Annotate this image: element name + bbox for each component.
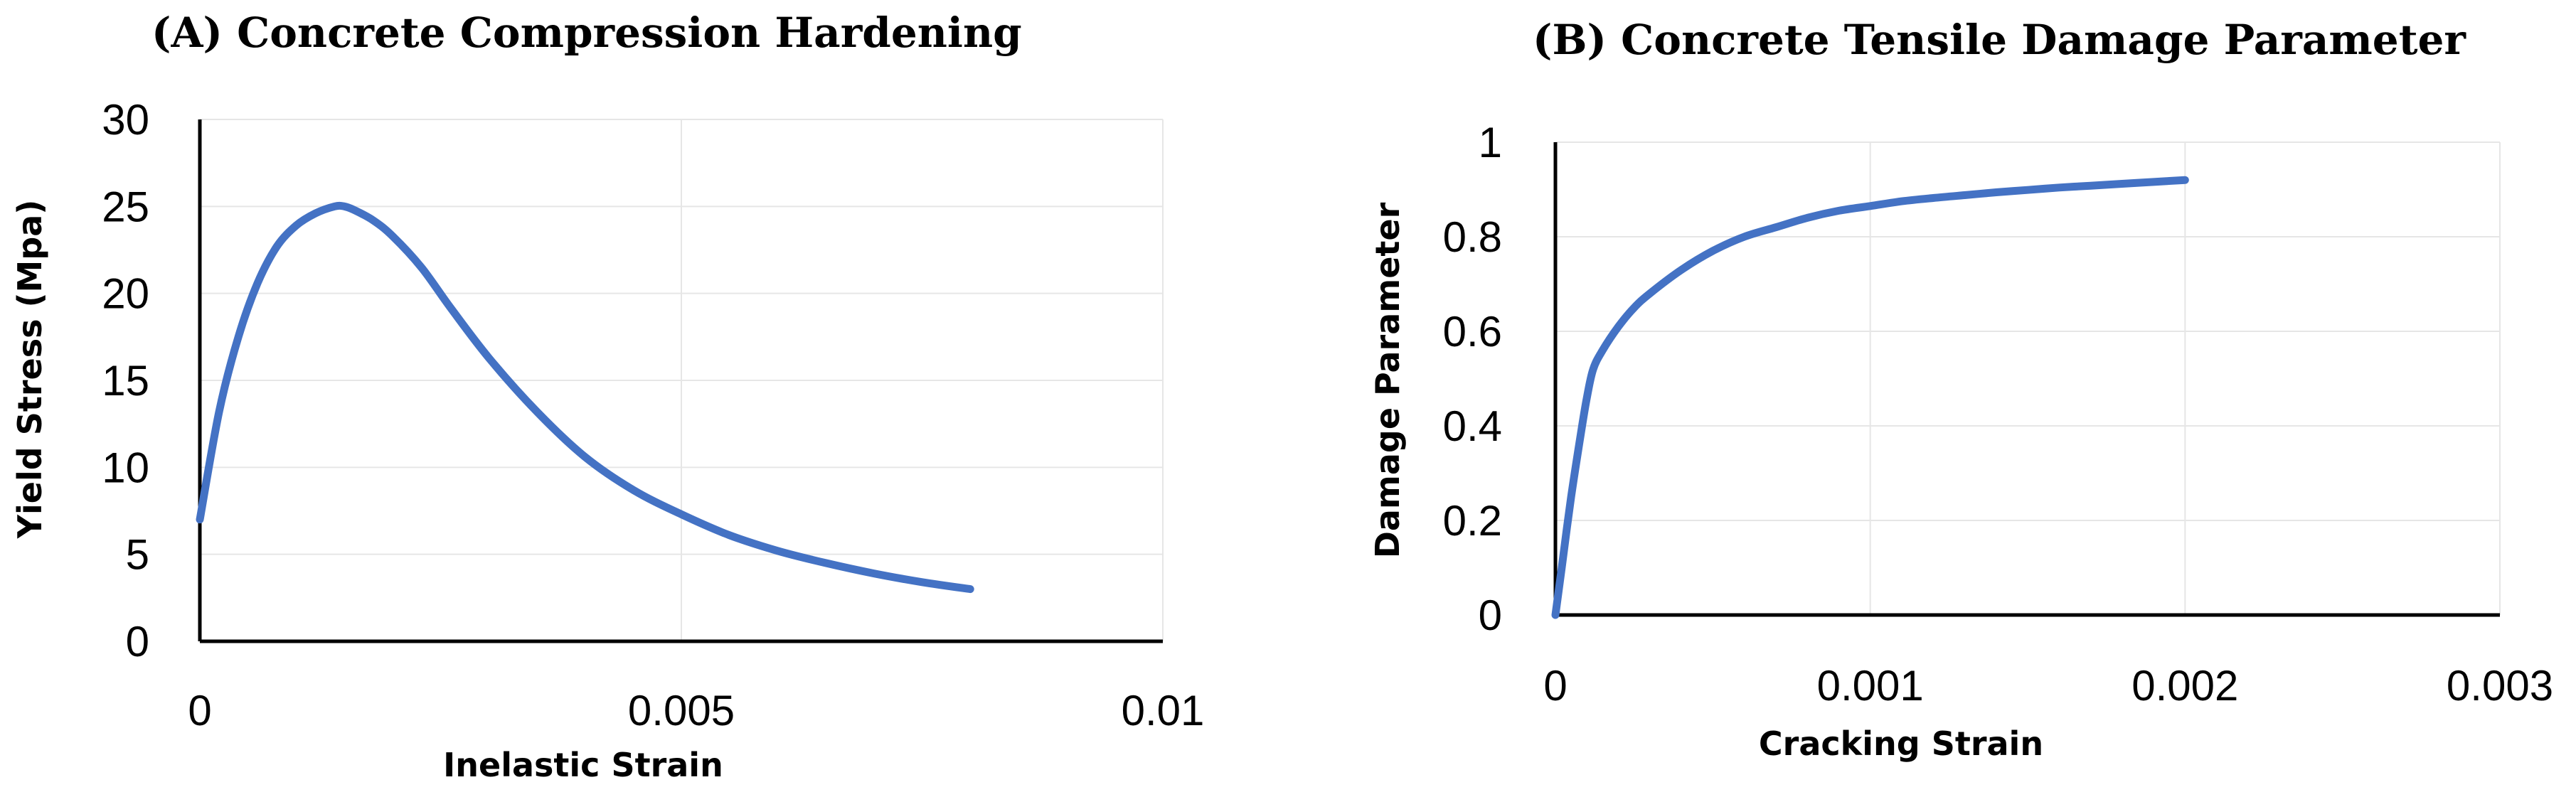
chart-b-axes: [1553, 142, 2500, 617]
chart-b-y-tick-label: 0.6: [1443, 308, 1502, 355]
chart-b-x-tick-label: 0.003: [2447, 662, 2553, 710]
chart-b-title: (B) Concrete Tensile Damage Parameter: [1533, 16, 2466, 64]
chart-a-y-tick-label: 0: [126, 618, 149, 665]
chart-a-x-axis-title: Inelastic Strain: [443, 746, 723, 784]
chart-b-y-tick-label: 0.4: [1443, 402, 1502, 450]
chart-a-y-tick-label: 20: [102, 270, 149, 318]
chart-b-x-tick-label: 0.001: [1817, 662, 1924, 710]
chart-a: (A) Concrete Compression Hardening 0 0.00…: [11, 9, 1204, 784]
chart-a-y-axis-title: Yield Stress (Mpa): [11, 200, 49, 540]
chart-a-x-tick-label: 0.005: [628, 687, 735, 734]
chart-a-x-tick-label: 0: [188, 687, 211, 734]
chart-b-y-tick-label: 0.2: [1443, 497, 1502, 545]
chart-a-series-line: [196, 201, 974, 594]
chart-b-x-tick-label: 0: [1543, 662, 1567, 710]
chart-b-grid: [1555, 141, 2501, 615]
chart-b-series: [1551, 176, 2189, 619]
chart-a-y-tick-label: 30: [102, 96, 149, 144]
chart-a-y-tick-label: 5: [126, 531, 149, 579]
chart-b-ticks: 0 0.001 0.002 0.003 0 0.2 0.4 0.6 0.8 1: [1443, 119, 2554, 710]
chart-b-y-tick-label: 1: [1479, 119, 1502, 166]
chart-b-y-axis-title: Damage Parameter: [1368, 202, 1407, 558]
chart-a-axes: [198, 119, 1163, 643]
chart-b-x-tick-label: 0.002: [2131, 662, 2238, 710]
chart-b-x-axis-title: Cracking Strain: [1759, 724, 2043, 763]
chart-a-grid: [200, 119, 1164, 641]
chart-a-x-tick-label: 0.01: [1122, 687, 1205, 734]
chart-a-y-tick-label: 25: [102, 183, 149, 230]
chart-b-series-line: [1551, 176, 2189, 619]
chart-a-title: (A) Concrete Compression Hardening: [151, 9, 1022, 57]
chart-b-y-tick-label: 0: [1479, 592, 1502, 639]
chart-a-y-tick-label: 15: [102, 357, 149, 405]
chart-a-series: [196, 201, 974, 594]
chart-a-ticks: 0 0.005 0.01 0 5 10 15 20 25 30: [102, 96, 1204, 734]
chart-a-y-tick-label: 10: [102, 444, 149, 491]
chart-b-y-tick-label: 0.8: [1443, 213, 1502, 261]
